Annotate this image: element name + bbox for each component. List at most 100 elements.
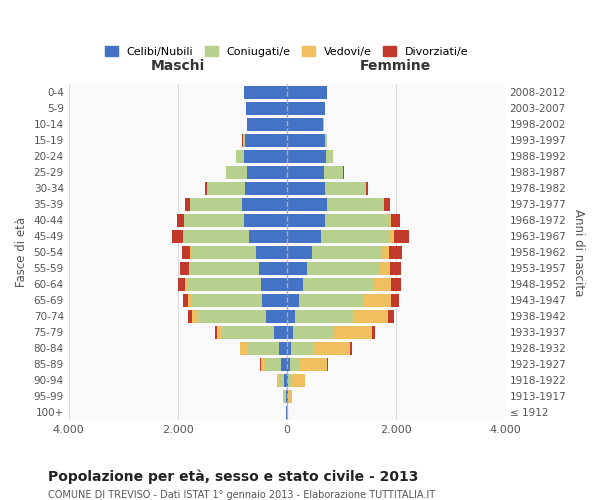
Bar [325, 134, 327, 147]
Bar [287, 166, 324, 179]
Bar [239, 342, 241, 354]
Bar [188, 310, 193, 322]
Bar [287, 294, 299, 306]
Bar [172, 230, 183, 242]
Bar [284, 374, 287, 386]
Bar [178, 214, 184, 226]
Bar [299, 294, 364, 306]
Bar [247, 166, 287, 179]
Y-axis label: Fasce di età: Fasce di età [15, 218, 28, 288]
Bar [391, 230, 394, 242]
Bar [283, 390, 284, 402]
Bar [287, 118, 323, 131]
Bar [389, 246, 403, 258]
Bar [307, 262, 379, 274]
Bar [187, 278, 260, 290]
Bar [289, 374, 291, 386]
Bar [241, 342, 247, 354]
Y-axis label: Anni di nascita: Anni di nascita [572, 208, 585, 296]
Bar [287, 390, 289, 402]
Text: Popolazione per età, sesso e stato civile - 2013: Popolazione per età, sesso e stato civil… [48, 470, 418, 484]
Bar [260, 278, 287, 290]
Bar [178, 278, 185, 290]
Bar [244, 86, 287, 99]
Bar [188, 262, 190, 274]
Bar [198, 310, 266, 322]
Bar [188, 294, 191, 306]
Bar [287, 246, 313, 258]
Bar [379, 262, 391, 274]
Bar [278, 342, 287, 354]
Bar [287, 86, 326, 99]
Bar [385, 198, 390, 211]
Bar [287, 326, 293, 338]
Bar [325, 214, 391, 226]
Bar [320, 230, 391, 242]
Bar [326, 198, 384, 211]
Bar [226, 166, 247, 179]
Bar [287, 358, 290, 370]
Bar [266, 358, 281, 370]
Bar [287, 230, 320, 242]
Bar [287, 198, 326, 211]
Bar [184, 214, 244, 226]
Bar [287, 134, 325, 147]
Bar [350, 342, 352, 354]
Bar [382, 246, 389, 258]
Bar [183, 230, 248, 242]
Bar [191, 246, 256, 258]
Bar [190, 262, 259, 274]
Bar [191, 294, 262, 306]
Bar [182, 294, 188, 306]
Bar [391, 294, 398, 306]
Bar [215, 326, 217, 338]
Bar [190, 198, 242, 211]
Bar [286, 390, 287, 402]
Legend: Celibi/Nubili, Coniugati/e, Vedovi/e, Divorziati/e: Celibi/Nubili, Coniugati/e, Vedovi/e, Di… [104, 46, 469, 57]
Bar [182, 246, 190, 258]
Bar [281, 358, 287, 370]
Bar [290, 358, 300, 370]
Bar [244, 214, 287, 226]
Bar [185, 198, 190, 211]
Bar [289, 390, 292, 402]
Bar [287, 374, 289, 386]
Bar [247, 118, 287, 131]
Bar [262, 294, 287, 306]
Bar [303, 278, 374, 290]
Bar [334, 326, 372, 338]
Bar [364, 294, 391, 306]
Bar [260, 358, 266, 370]
Bar [247, 102, 287, 115]
Bar [391, 278, 401, 290]
Bar [291, 342, 313, 354]
Bar [284, 390, 286, 402]
Bar [207, 182, 245, 195]
Bar [236, 150, 244, 163]
Bar [388, 310, 394, 322]
Bar [366, 182, 368, 195]
Bar [193, 310, 198, 322]
Bar [287, 214, 325, 226]
Bar [325, 182, 366, 195]
Bar [394, 230, 409, 242]
Bar [295, 310, 353, 322]
Bar [391, 214, 400, 226]
Bar [287, 182, 325, 195]
Bar [277, 374, 280, 386]
Bar [205, 182, 207, 195]
Bar [247, 342, 278, 354]
Bar [185, 278, 187, 290]
Bar [259, 262, 287, 274]
Bar [313, 246, 382, 258]
Bar [244, 150, 287, 163]
Bar [313, 342, 350, 354]
Bar [223, 326, 274, 338]
Bar [374, 278, 391, 290]
Bar [287, 342, 291, 354]
Bar [353, 310, 388, 322]
Bar [242, 134, 245, 147]
Bar [242, 198, 287, 211]
Text: Femmine: Femmine [360, 60, 431, 74]
Bar [256, 246, 287, 258]
